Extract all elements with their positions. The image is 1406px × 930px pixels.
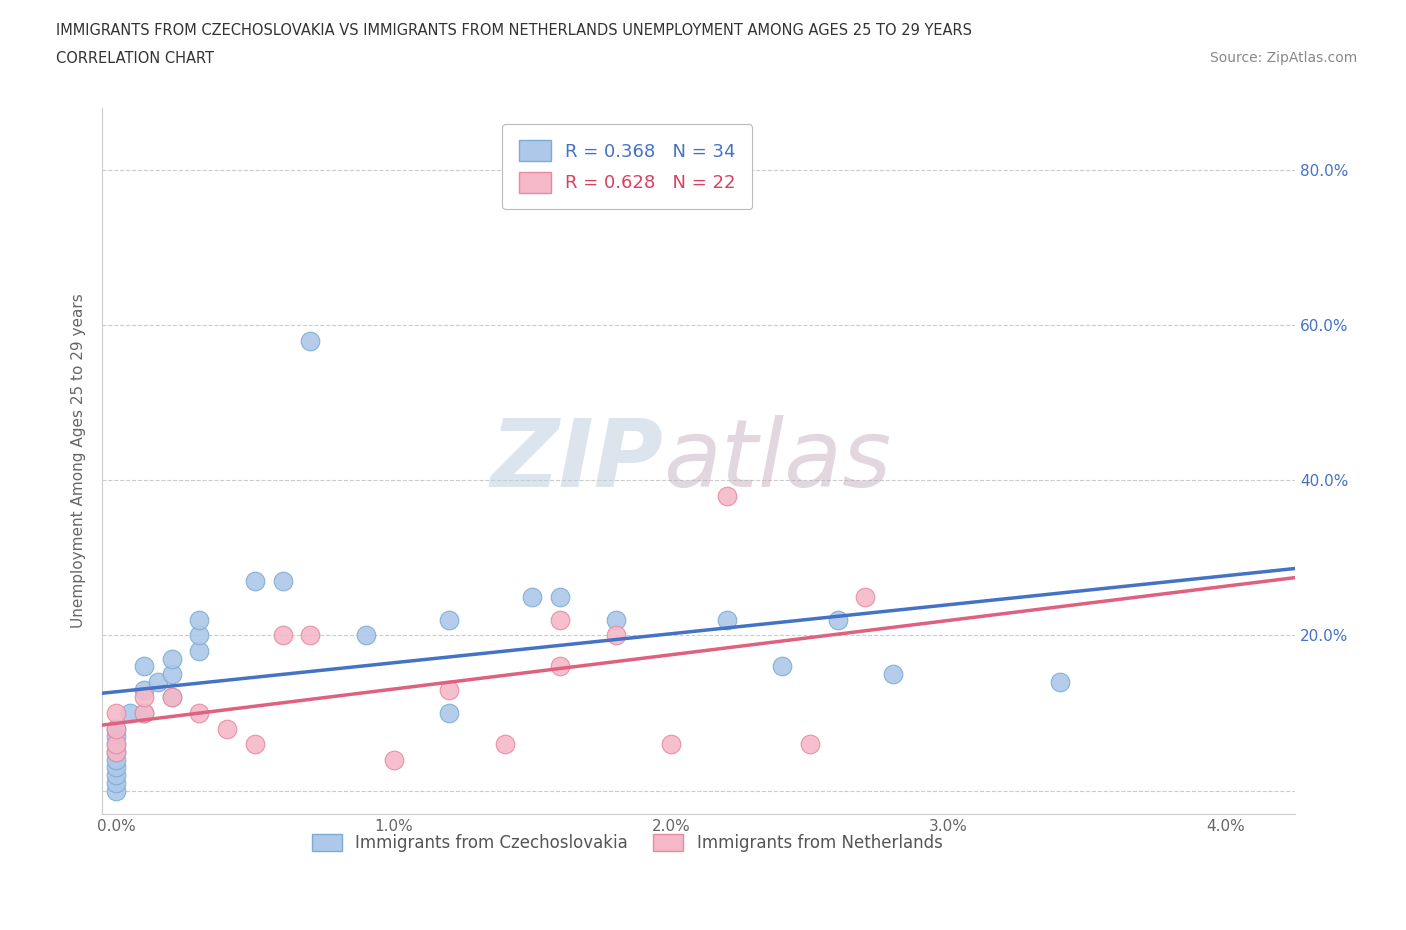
- Point: [188, 644, 211, 658]
- Point: [354, 628, 377, 643]
- Point: [770, 659, 793, 674]
- Point: [188, 613, 211, 628]
- Point: [132, 690, 155, 705]
- Point: [659, 737, 682, 751]
- Point: [605, 628, 627, 643]
- Point: [299, 628, 322, 643]
- Point: [105, 729, 128, 744]
- Point: [160, 651, 183, 666]
- Point: [146, 674, 169, 689]
- Point: [132, 659, 155, 674]
- Point: [105, 752, 128, 767]
- Point: [132, 706, 155, 721]
- Point: [105, 737, 128, 751]
- Point: [105, 783, 128, 798]
- Point: [105, 721, 128, 736]
- Point: [132, 706, 155, 721]
- Point: [437, 683, 460, 698]
- Point: [105, 744, 128, 759]
- Point: [382, 752, 405, 767]
- Y-axis label: Unemployment Among Ages 25 to 29 years: Unemployment Among Ages 25 to 29 years: [72, 294, 86, 629]
- Point: [271, 628, 294, 643]
- Point: [299, 333, 322, 348]
- Point: [105, 760, 128, 775]
- Point: [160, 667, 183, 682]
- Point: [160, 690, 183, 705]
- Point: [217, 721, 239, 736]
- Point: [548, 613, 571, 628]
- Text: IMMIGRANTS FROM CZECHOSLOVAKIA VS IMMIGRANTS FROM NETHERLANDS UNEMPLOYMENT AMONG: IMMIGRANTS FROM CZECHOSLOVAKIA VS IMMIGR…: [56, 23, 972, 38]
- Point: [437, 706, 460, 721]
- Point: [271, 574, 294, 589]
- Text: ZIP: ZIP: [491, 415, 664, 507]
- Text: atlas: atlas: [664, 416, 891, 507]
- Point: [188, 628, 211, 643]
- Point: [827, 613, 849, 628]
- Point: [105, 744, 128, 759]
- Point: [548, 590, 571, 604]
- Legend: Immigrants from Czechoslovakia, Immigrants from Netherlands: Immigrants from Czechoslovakia, Immigran…: [305, 827, 949, 858]
- Point: [105, 776, 128, 790]
- Text: Source: ZipAtlas.com: Source: ZipAtlas.com: [1209, 51, 1357, 65]
- Point: [437, 613, 460, 628]
- Text: CORRELATION CHART: CORRELATION CHART: [56, 51, 214, 66]
- Point: [243, 574, 266, 589]
- Point: [494, 737, 516, 751]
- Point: [716, 613, 738, 628]
- Point: [1049, 674, 1071, 689]
- Point: [105, 721, 128, 736]
- Point: [799, 737, 821, 751]
- Point: [716, 488, 738, 503]
- Point: [605, 613, 627, 628]
- Point: [243, 737, 266, 751]
- Point: [188, 706, 211, 721]
- Point: [105, 737, 128, 751]
- Point: [160, 690, 183, 705]
- Point: [105, 767, 128, 782]
- Point: [118, 706, 141, 721]
- Point: [548, 659, 571, 674]
- Point: [522, 590, 544, 604]
- Point: [853, 590, 876, 604]
- Point: [132, 683, 155, 698]
- Point: [105, 706, 128, 721]
- Point: [882, 667, 904, 682]
